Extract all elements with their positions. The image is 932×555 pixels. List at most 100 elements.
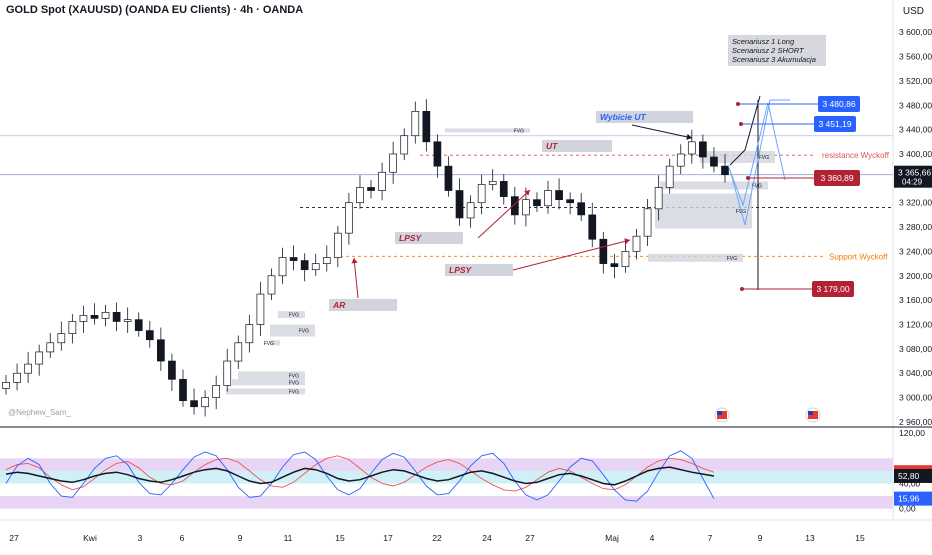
fvg-zone: [270, 324, 315, 337]
annotation-tag-box: [329, 299, 397, 311]
candle-body: [610, 263, 619, 268]
scenario-label: Scenariusz 1 Long: [732, 37, 795, 46]
price-tick-label: 3 400,00: [899, 149, 932, 159]
price-tick-label: 3 120,00: [899, 320, 932, 330]
fvg-zone: [270, 340, 280, 346]
candle-body: [721, 165, 729, 176]
osc-value-text: 15,96: [898, 494, 920, 504]
time-tick-label: 4: [650, 533, 655, 543]
candle-body: [223, 360, 232, 386]
price-tick-label: 3 160,00: [899, 295, 932, 305]
candle-body: [566, 199, 574, 204]
ut-arrow: [631, 124, 693, 139]
time-tick-label: 7: [708, 533, 713, 543]
candle-body: [588, 214, 597, 240]
fvg-zone: [226, 388, 305, 395]
fvg-label: FVG: [289, 313, 299, 319]
candle-body: [145, 330, 154, 341]
lpsy-arrow-1: [477, 189, 531, 239]
fvg-zone: [238, 371, 305, 380]
fvg-label: FVG: [289, 389, 299, 395]
price-label-dot: [746, 176, 750, 180]
time-tick-label: Maj: [605, 533, 619, 543]
scenario-long-path: [729, 95, 761, 166]
scenario-accum-path-2: [729, 99, 790, 226]
osc-tick-label: 40,00: [899, 479, 921, 489]
price-tick-label: 3 200,00: [899, 271, 932, 281]
price-tick-label: 3 320,00: [899, 198, 932, 208]
time-tick-label: 9: [238, 533, 243, 543]
candle-body: [577, 202, 586, 216]
fvg-label: FVG: [514, 128, 524, 134]
candle-body: [245, 324, 254, 344]
candle-body: [79, 315, 88, 322]
candle-body: [234, 342, 243, 362]
price-label-badge: [812, 281, 854, 297]
candle-body: [466, 202, 475, 219]
lpsy-arrow-1-head: [524, 190, 530, 196]
current-price-text: 3 365,66: [898, 168, 931, 178]
candle-body: [24, 363, 32, 374]
fvg-zone: [278, 311, 305, 319]
price-tick-label: 3 520,00: [899, 76, 932, 86]
fvg-zone: [232, 379, 305, 386]
author-watermark: @Nephew_Sam_: [8, 408, 71, 417]
price-tick-label: 3 240,00: [899, 246, 932, 256]
price-tick-label: 3 040,00: [899, 368, 932, 378]
candle-body: [267, 275, 276, 295]
time-tick-label: 15: [335, 533, 345, 543]
candle-body: [687, 141, 696, 155]
candle-body: [35, 351, 44, 365]
time-tick-label: Kwi: [83, 533, 97, 543]
osc-tick-label: 0,00: [899, 504, 916, 514]
osc-value-badge: [894, 491, 932, 506]
time-tick-label: 27: [9, 533, 19, 543]
osc-tick-label: 120,00: [899, 428, 925, 438]
candle-body: [134, 319, 143, 331]
time-tick-label: 11: [284, 533, 293, 543]
time-tick-label: 6: [180, 533, 185, 543]
support-label: Support Wyckoff: [829, 252, 888, 261]
price-label-text: 3 179,00: [816, 284, 849, 294]
annotation-tag-box: [596, 111, 693, 123]
annotation-tag-box: [542, 140, 612, 152]
candle-body: [422, 111, 431, 143]
fvg-label: FVG: [289, 380, 299, 386]
candle-body: [599, 238, 608, 264]
time-tick-label: 3: [138, 533, 143, 543]
osc-value-text: 52,80: [898, 471, 920, 481]
price-label-dot: [736, 102, 740, 106]
candle-body: [190, 400, 198, 408]
candle-body: [157, 339, 165, 362]
annotation-tag-label: UT: [546, 141, 558, 151]
price-label-text: 3 451,19: [818, 119, 851, 129]
candle-body: [322, 257, 331, 264]
osc-series-line: [5, 450, 715, 502]
candle-body: [699, 141, 707, 158]
candle-body: [101, 311, 110, 319]
price-tick-label: 3 080,00: [899, 344, 932, 354]
time-tick-label: 24: [482, 533, 492, 543]
candle-body: [112, 311, 121, 322]
candle-body: [643, 208, 652, 237]
osc-series-line: [5, 466, 715, 486]
candle-body: [710, 156, 718, 167]
time-tick-label: 15: [855, 533, 865, 543]
fvg-zone: [660, 181, 768, 190]
time-tick-label: 27: [525, 533, 535, 543]
candle-body: [378, 171, 386, 191]
currency-label[interactable]: USD: [902, 6, 924, 17]
candle-body: [57, 333, 66, 344]
candle-body: [411, 111, 420, 137]
candle-body: [400, 135, 409, 155]
candle-body: [46, 342, 55, 353]
osc-value-badge: [894, 468, 932, 483]
fvg-zone: [655, 193, 752, 229]
annotation-tag-label: LPSY: [399, 233, 423, 243]
candle-body: [123, 319, 132, 322]
candle-body: [179, 378, 187, 401]
candle-body: [676, 153, 685, 167]
candle-body: [345, 202, 353, 234]
fvg-zone: [445, 128, 530, 133]
